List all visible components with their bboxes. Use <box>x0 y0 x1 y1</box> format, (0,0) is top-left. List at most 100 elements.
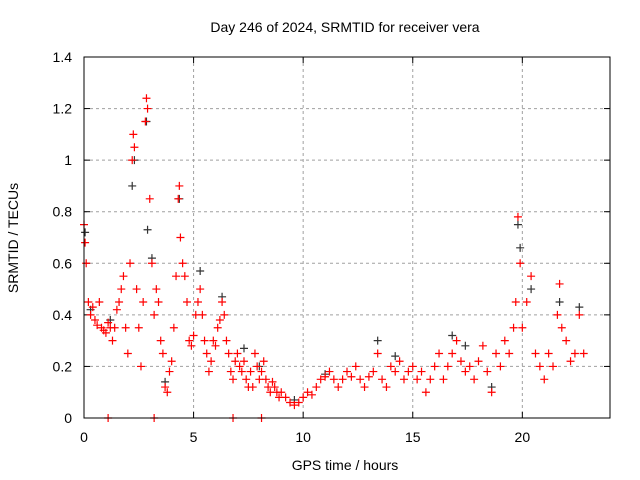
data-point-red <box>90 316 99 325</box>
data-point-red <box>139 297 148 306</box>
data-point-red <box>549 362 558 371</box>
data-point-red <box>347 372 356 381</box>
data-point-red <box>369 367 378 376</box>
data-point-red <box>413 375 422 384</box>
grid <box>84 57 610 418</box>
data-point-red <box>110 323 119 332</box>
data-point-red <box>246 367 255 376</box>
data-point-red <box>86 310 95 319</box>
data-point-red <box>299 393 308 402</box>
data-point-red <box>218 297 227 306</box>
data-points <box>80 94 588 422</box>
data-point-red <box>360 383 369 392</box>
data-point-red <box>224 349 233 358</box>
data-point-red <box>417 367 426 376</box>
data-point-red <box>129 130 138 139</box>
data-point-red <box>474 357 483 366</box>
data-point-red <box>351 362 360 371</box>
data-point-red <box>93 321 102 330</box>
data-point-black <box>555 297 564 306</box>
data-point-red <box>211 341 220 350</box>
y-tick-label: 0.2 <box>53 358 73 374</box>
data-point-black <box>513 220 522 229</box>
data-point-red <box>187 341 196 350</box>
data-point-red <box>408 362 417 371</box>
data-point-black <box>527 285 536 294</box>
data-point-red <box>115 297 124 306</box>
data-point-black <box>575 303 584 312</box>
data-point-red <box>200 336 209 345</box>
data-point-red <box>535 362 544 371</box>
data-point-red <box>540 375 549 384</box>
data-point-red <box>84 297 93 306</box>
data-point-red <box>222 336 231 345</box>
data-point-red <box>557 323 566 332</box>
data-point-red <box>426 375 435 384</box>
data-point-red <box>343 367 351 376</box>
data-point-red <box>121 323 130 332</box>
data-point-red <box>207 357 216 366</box>
data-point-red <box>136 362 145 371</box>
y-tick-label: 0.6 <box>53 255 73 271</box>
data-point-red <box>142 94 151 103</box>
data-point-red <box>334 383 343 392</box>
data-point-red <box>443 362 452 371</box>
data-point-red <box>143 104 152 113</box>
data-point-red <box>169 323 178 332</box>
data-point-black <box>143 225 152 234</box>
y-axis-label: SRMTID / TECUs <box>5 183 21 293</box>
data-point-red <box>229 375 238 384</box>
data-point-red <box>496 362 505 371</box>
data-point-red <box>268 377 277 386</box>
data-point-red <box>483 367 492 376</box>
data-point-red <box>307 390 316 399</box>
data-point-red <box>172 272 181 281</box>
data-point-red <box>281 393 290 402</box>
data-point-red <box>562 336 571 345</box>
data-point-red <box>329 375 338 384</box>
data-point-red <box>176 233 185 242</box>
data-point-red <box>286 398 295 407</box>
data-point-red <box>448 349 457 358</box>
data-point-red <box>492 349 501 358</box>
data-point-red <box>242 375 251 384</box>
data-point-red <box>147 259 156 268</box>
data-point-red <box>356 375 365 384</box>
data-point-red <box>399 375 408 384</box>
data-point-red <box>130 143 139 152</box>
data-point-red <box>95 297 104 306</box>
data-point-red <box>378 375 387 384</box>
data-point-red <box>204 367 213 376</box>
data-point-red <box>161 383 170 392</box>
y-tick-label: 1.2 <box>53 101 73 117</box>
data-point-black <box>448 331 457 340</box>
x-tick-label: 5 <box>190 429 198 445</box>
data-point-red <box>303 388 312 397</box>
data-point-black <box>128 181 137 190</box>
data-point-black <box>81 228 90 237</box>
data-point-red <box>119 272 128 281</box>
data-point-red <box>404 367 413 376</box>
data-point-red <box>196 285 205 294</box>
data-point-red <box>395 357 404 366</box>
data-point-red <box>163 388 172 397</box>
data-point-red <box>128 156 137 165</box>
data-point-red <box>104 318 113 327</box>
data-point-red <box>150 310 159 319</box>
data-point-red <box>165 367 174 376</box>
data-point-red <box>235 362 244 371</box>
data-point-black <box>239 344 248 353</box>
data-point-red <box>231 357 240 366</box>
data-point-red <box>277 388 286 397</box>
data-point-black <box>391 352 400 361</box>
data-point-red <box>112 305 121 314</box>
data-point-red <box>154 297 163 306</box>
data-point-red <box>470 375 479 384</box>
data-point-red <box>233 349 242 358</box>
data-point-red <box>338 375 347 384</box>
data-point-red <box>215 316 224 325</box>
data-point-red <box>193 297 202 306</box>
data-point-red <box>456 357 465 366</box>
data-point-red <box>421 388 430 397</box>
data-point-red <box>257 367 266 376</box>
